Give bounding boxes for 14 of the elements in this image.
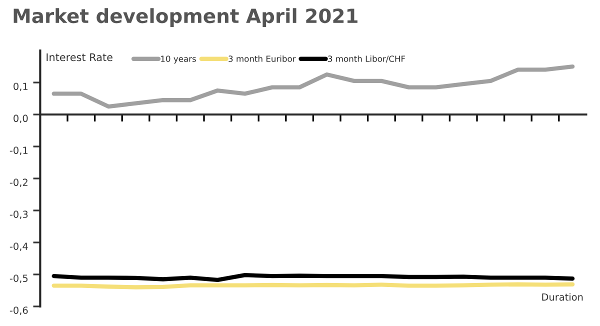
y-tick-label: -0,2 (10, 178, 28, 188)
y-tick-label: -0,1 (10, 146, 28, 156)
legend-label: 10 years (161, 56, 196, 64)
y-tick-label: -0,3 (10, 210, 28, 219)
legend-label: 3 month Euribor (228, 55, 296, 62)
y-tick-label: -0,5 (10, 274, 28, 283)
y-axis-title: Interest Rate (46, 53, 112, 62)
y-tick-label: -0,6 (10, 306, 28, 315)
y-tick-label: 0,1 (14, 82, 28, 92)
legend-label: 3 month Libor/CHF (328, 55, 406, 63)
chart-title: Market development April 2021 (14, 8, 358, 27)
y-tick-label: 0,0 (14, 114, 28, 124)
y-tick-label: -0,4 (10, 242, 28, 251)
x-axis-title: Duration (542, 293, 583, 301)
